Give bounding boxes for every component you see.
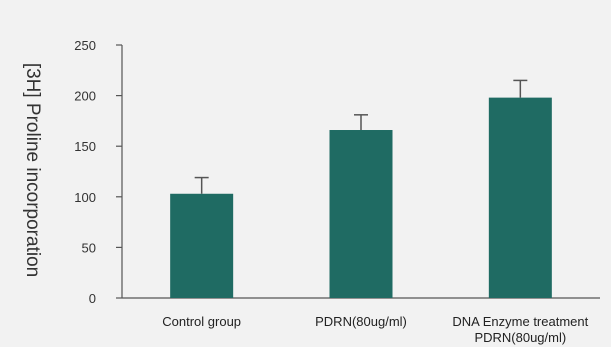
error-bars	[194, 79, 528, 194]
bars	[170, 97, 552, 299]
y-tick-label: 200	[74, 89, 96, 104]
bar	[170, 193, 234, 298]
x-tick-label: PDRN(80ug/ml)	[474, 330, 566, 345]
y-tick-label: 50	[82, 240, 96, 255]
bar	[329, 130, 393, 298]
y-tick-label: 150	[74, 139, 96, 154]
y-axis-title: [3H] Proline incorporation	[22, 63, 43, 277]
y-tick-label: 100	[74, 190, 96, 205]
bar	[488, 97, 552, 299]
x-tick-label: DNA Enzyme treatment	[452, 314, 588, 329]
x-tick-label: PDRN(80ug/ml)	[315, 314, 407, 329]
y-ticks: 0 50 100 150 200 250	[74, 38, 122, 306]
x-tick-label: Control group	[162, 314, 241, 329]
x-tick-labels: Control group PDRN(80ug/ml) DNA Enzyme tre…	[162, 314, 588, 345]
y-tick-label: 250	[74, 38, 96, 53]
y-tick-label: 0	[89, 291, 96, 306]
